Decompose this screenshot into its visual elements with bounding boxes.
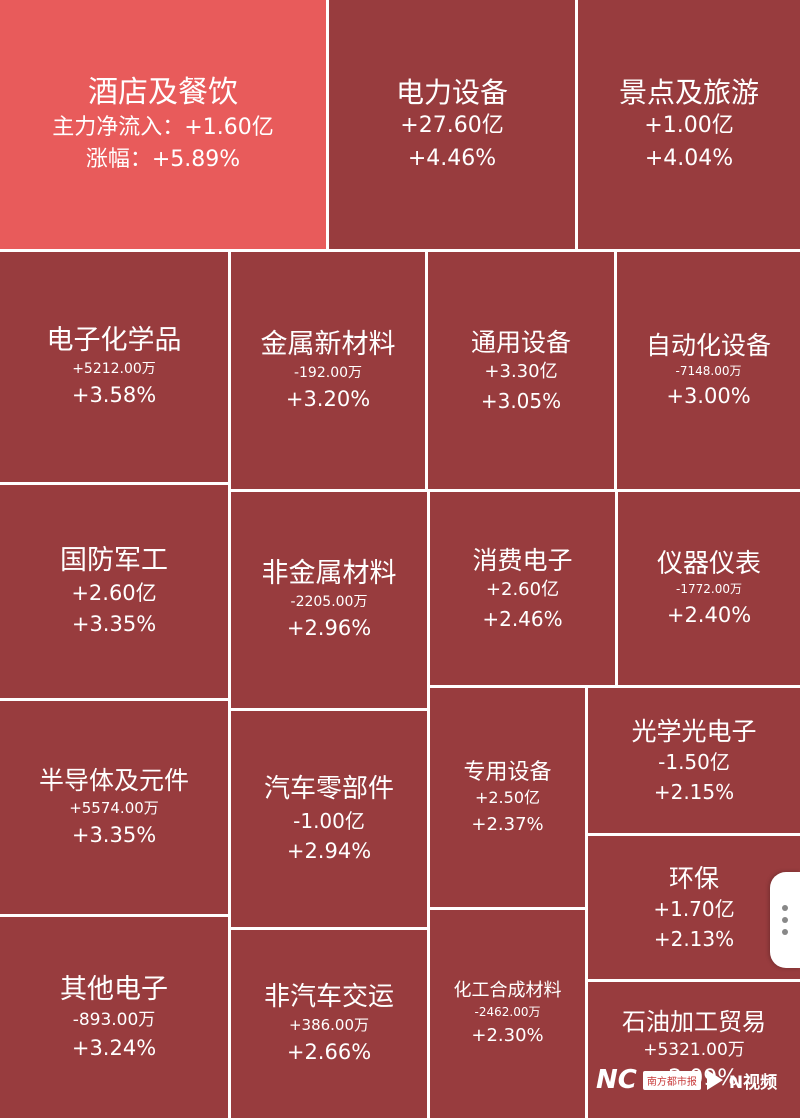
tile-hotel-catering[interactable]: 酒店及餐饮 主力净流入：+1.60亿 涨幅：+5.89%	[0, 0, 326, 249]
tile-change: +3.00%	[666, 384, 751, 409]
watermark-text: N视频	[728, 1072, 778, 1093]
tile-net-inflow: +5212.00万	[72, 361, 156, 378]
tile-change: +2.30%	[471, 1025, 544, 1047]
tile-name: 景点及旅游	[618, 76, 759, 110]
tile-scenic-tourism[interactable]: 景点及旅游 +1.00亿 +4.04%	[578, 0, 800, 249]
tile-special-equipment[interactable]: 专用设备 +2.50亿 +2.37%	[430, 688, 585, 907]
tile-net-inflow: -192.00万	[293, 364, 363, 381]
tile-change: +3.35%	[71, 612, 157, 637]
tile-name: 汽车零部件	[263, 774, 394, 805]
more-vertical-icon-dot	[782, 929, 788, 935]
tile-change: +3.24%	[71, 1035, 157, 1060]
tile-consumer-electronics[interactable]: 消费电子 +2.60亿 +2.46%	[430, 492, 615, 685]
tile-name: 酒店及餐饮	[88, 75, 238, 111]
tile-change: +3.58%	[71, 383, 157, 408]
tile-change: +2.96%	[286, 616, 372, 641]
tile-name: 化工合成材料	[453, 980, 562, 1002]
tile-optoelectronics[interactable]: 光学光电子 -1.50亿 +2.15%	[588, 688, 800, 833]
tile-name: 电力设备	[395, 76, 508, 110]
tile-net-inflow: +1.00亿	[644, 113, 734, 139]
tile-net-inflow: +5574.00万	[69, 798, 159, 817]
tile-automation-equipment[interactable]: 自动化设备 -7148.00万 +3.00%	[617, 252, 800, 489]
watermark-box: 南方都市报	[642, 1070, 701, 1090]
tile-change: +2.66%	[286, 1040, 372, 1065]
watermark: NC 南方都市报 N视频	[596, 1060, 777, 1100]
tile-net-inflow: -2205.00万	[290, 594, 368, 611]
tile-change: +2.46%	[482, 606, 563, 631]
tile-name: 光学光电子	[631, 716, 757, 746]
tile-synthetic-chemicals[interactable]: 化工合成材料 -2462.00万 +2.30%	[430, 910, 585, 1118]
tile-change: +2.37%	[471, 813, 544, 835]
tile-net-inflow: 主力净流入：+1.60亿	[52, 114, 274, 140]
tile-name: 消费电子	[472, 546, 573, 576]
tile-semiconductors[interactable]: 半导体及元件 +5574.00万 +3.35%	[0, 701, 228, 914]
tile-name: 国防军工	[60, 545, 168, 577]
tile-net-inflow: -1.00亿	[293, 808, 365, 833]
tile-change: +2.13%	[653, 927, 735, 952]
tile-name: 石油加工贸易	[622, 1007, 766, 1036]
tile-change: +3.20%	[285, 386, 371, 411]
tile-net-inflow: -1.50亿	[658, 750, 730, 775]
tile-net-inflow: -2462.00万	[474, 1004, 541, 1019]
tile-name: 金属新材料	[260, 328, 396, 360]
tile-change: +2.40%	[666, 602, 752, 627]
tile-net-inflow: -893.00万	[72, 1009, 156, 1030]
tile-name: 非金属材料	[261, 558, 397, 590]
tile-net-inflow: +2.60亿	[71, 581, 157, 606]
tile-general-equipment[interactable]: 通用设备 +3.30亿 +3.05%	[428, 252, 614, 489]
tile-net-inflow: -7148.00万	[675, 363, 742, 378]
tile-nonmetal-materials[interactable]: 非金属材料 -2205.00万 +2.96%	[231, 492, 427, 708]
tile-electronic-chemicals[interactable]: 电子化学品 +5212.00万 +3.58%	[0, 252, 228, 482]
tile-non-auto-transport[interactable]: 非汽车交运 +386.00万 +2.66%	[231, 930, 427, 1118]
tile-change: +4.46%	[407, 146, 497, 171]
tile-environmental[interactable]: 环保 +1.70亿 +2.13%	[588, 836, 800, 979]
tile-name: 其他电子	[60, 973, 168, 1005]
tile-name: 自动化设备	[645, 331, 771, 361]
tile-net-inflow: +3.30亿	[484, 361, 558, 383]
side-menu-handle[interactable]	[770, 872, 800, 968]
tile-name: 专用设备	[463, 759, 552, 785]
tile-change: +4.04%	[644, 146, 734, 171]
more-vertical-icon-dot	[782, 917, 788, 923]
tile-new-metal-materials[interactable]: 金属新材料 -192.00万 +3.20%	[231, 252, 425, 489]
tile-auto-parts[interactable]: 汽车零部件 -1.00亿 +2.94%	[231, 711, 427, 927]
tile-other-electronics[interactable]: 其他电子 -893.00万 +3.24%	[0, 917, 228, 1118]
tile-net-inflow: +27.60亿	[400, 113, 504, 139]
tile-name: 电子化学品	[46, 325, 182, 357]
tile-petroleum-trade[interactable]: 石油加工贸易 +5321.00万 +2.09%	[588, 982, 800, 1118]
tile-change: 涨幅：+5.89%	[85, 147, 241, 173]
tile-name: 仪器仪表	[656, 548, 761, 579]
tile-net-inflow: -1772.00万	[676, 582, 742, 597]
tile-defense-military[interactable]: 国防军工 +2.60亿 +3.35%	[0, 485, 228, 698]
tile-instruments[interactable]: 仪器仪表 -1772.00万 +2.40%	[618, 492, 800, 685]
tile-name: 半导体及元件	[38, 766, 189, 796]
tile-name: 环保	[668, 863, 719, 893]
tile-name: 通用设备	[470, 328, 571, 358]
tile-change: +3.35%	[71, 823, 157, 848]
tile-change: +2.15%	[653, 780, 735, 805]
tile-change: +2.94%	[286, 838, 372, 863]
tile-net-inflow: +386.00万	[288, 1015, 370, 1034]
play-icon	[706, 1070, 723, 1090]
tile-net-inflow: +2.60亿	[485, 579, 560, 601]
watermark-logo: NC	[596, 1065, 637, 1095]
more-vertical-icon	[782, 905, 788, 911]
tile-net-inflow: +5321.00万	[643, 1039, 745, 1060]
tile-net-inflow: +1.70亿	[653, 897, 735, 922]
tile-net-inflow: +2.50亿	[474, 788, 541, 808]
tile-name: 非汽车交运	[263, 982, 394, 1013]
tile-power-equipment[interactable]: 电力设备 +27.60亿 +4.46%	[329, 0, 575, 249]
tile-change: +3.05%	[480, 388, 562, 413]
